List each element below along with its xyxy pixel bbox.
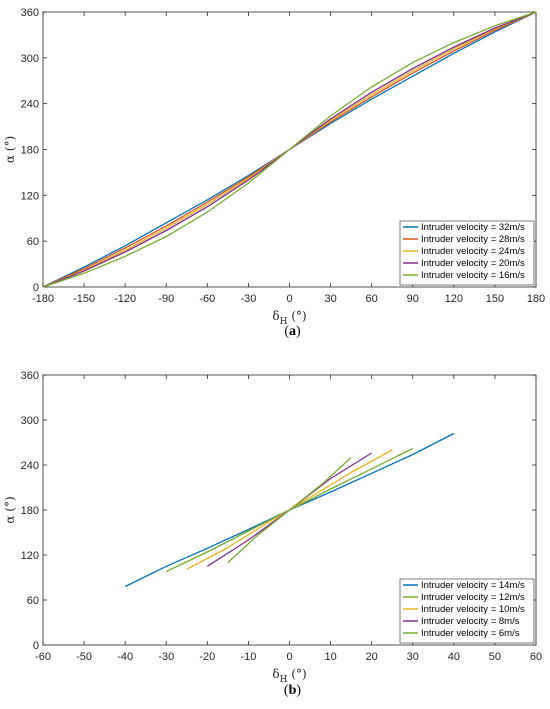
- x-tick-label: -150: [73, 293, 95, 305]
- y-tick-label: 60: [27, 236, 39, 248]
- y-axis-label: α (°): [3, 136, 17, 163]
- legend-entry: Intruder velocity = 10m/s: [421, 604, 525, 615]
- x-tick-label: -20: [199, 651, 215, 663]
- y-tick-label: 60: [27, 595, 39, 607]
- x-tick-label: -30: [240, 293, 256, 305]
- y-tick-label: 240: [21, 99, 39, 111]
- x-tick-label: 120: [445, 293, 463, 305]
- legend-box: [399, 220, 535, 286]
- x-tick-label: 180: [527, 293, 545, 305]
- panel-label: (b): [284, 683, 301, 698]
- legend-entry: Intruder velocity = 32m/s: [421, 222, 525, 233]
- series-line-5: [227, 457, 352, 563]
- x-tick-label: 60: [366, 293, 378, 305]
- x-axis-label: δH (°): [272, 309, 306, 327]
- x-axis-label: δH (°): [272, 667, 306, 685]
- y-tick-label: 120: [21, 550, 39, 562]
- x-tick-label: 0: [286, 293, 292, 305]
- y-tick-label: 360: [21, 7, 39, 19]
- x-tick-label: -90: [158, 293, 174, 305]
- series-line-5: [42, 11, 537, 288]
- chart-panel-a: -180 -150 -120 -90 -60 -30 0 30 60 90 120 150 180 0 60…: [3, 7, 545, 339]
- y-tick-label: 240: [21, 460, 39, 472]
- legend-entry: Intruder velocity = 14m/s: [421, 580, 525, 591]
- x-tick-label: 60: [530, 651, 542, 663]
- x-tick-label: 90: [407, 293, 419, 305]
- x-tick-label: 30: [324, 293, 336, 305]
- legend-entry: Intruder velocity = 16m/s: [421, 270, 525, 281]
- y-tick-label: 180: [21, 145, 39, 157]
- x-tick-label: 50: [489, 651, 501, 663]
- y-tick-label: 300: [21, 415, 39, 427]
- x-tick-label: 10: [324, 651, 336, 663]
- y-axis-label: α (°): [3, 496, 17, 523]
- legend-entry: Intruder velocity = 8m/s: [421, 616, 520, 627]
- x-tick-label: -60: [35, 651, 51, 663]
- x-tick-label: -120: [114, 293, 136, 305]
- x-tick-label: 30: [407, 651, 419, 663]
- y-tick-label: 0: [33, 640, 39, 652]
- legend-entry: Intruder velocity = 24m/s: [421, 246, 525, 257]
- y-tick-label: 0: [33, 282, 39, 294]
- chart-panel-b: -60 -50 -40 -30 -20 -10 0 10 20 30 40 50 60 0 60 120 180…: [3, 370, 542, 698]
- x-tick-label: -60: [199, 293, 215, 305]
- y-tick-label: 360: [21, 370, 39, 382]
- x-tick-label: -40: [117, 651, 133, 663]
- y-tick-label: 180: [21, 505, 39, 517]
- y-tick-label: 120: [21, 190, 39, 202]
- legend-entry: Intruder velocity = 20m/s: [421, 258, 525, 269]
- legend-box: [399, 578, 535, 644]
- x-tick-label: 40: [448, 651, 460, 663]
- legend-entry: Intruder velocity = 6m/s: [421, 628, 520, 639]
- panel-label: (a): [284, 324, 301, 339]
- x-tick-label: 150: [486, 293, 504, 305]
- x-tick-label: -180: [32, 293, 54, 305]
- x-tick-label: 0: [286, 651, 292, 663]
- x-tick-label: -30: [158, 651, 174, 663]
- x-tick-label: -50: [76, 651, 92, 663]
- x-tick-label: -10: [240, 651, 256, 663]
- x-tick-label: 20: [366, 651, 378, 663]
- legend-entry: Intruder velocity = 12m/s: [421, 592, 525, 603]
- legend-entry: Intruder velocity = 28m/s: [421, 234, 525, 245]
- y-tick-label: 300: [21, 53, 39, 65]
